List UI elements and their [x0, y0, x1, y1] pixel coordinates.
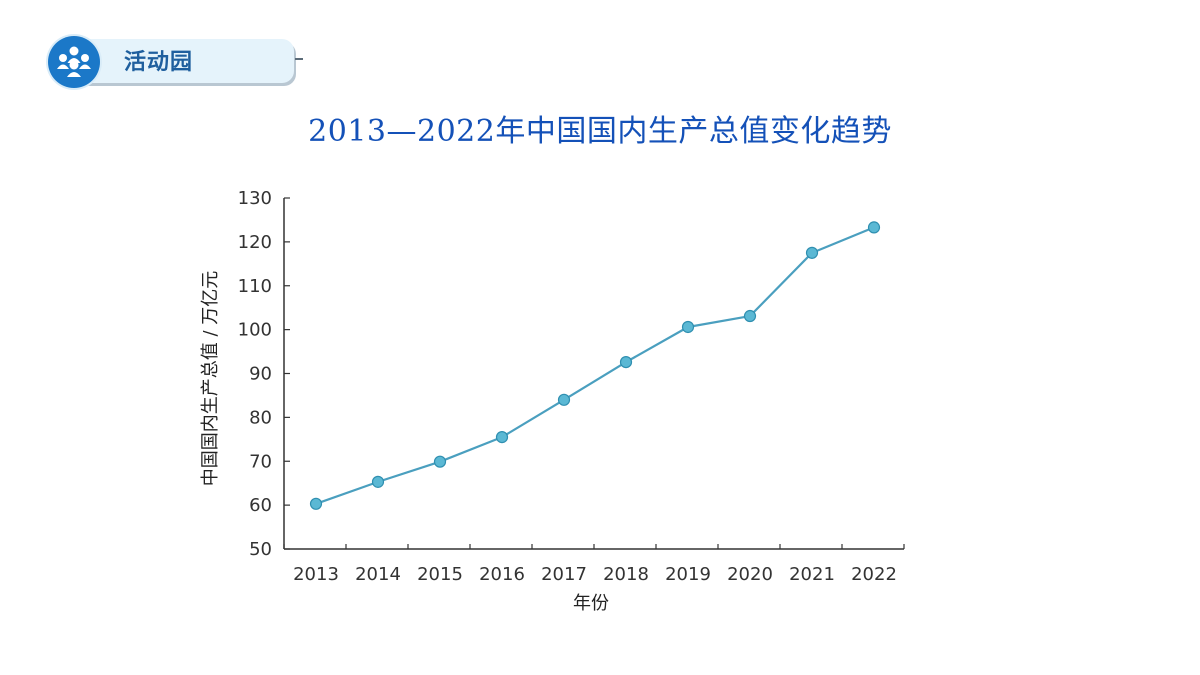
x-tick-label: 2013: [293, 564, 339, 585]
y-tick-label: 50: [249, 539, 272, 560]
activity-badge: 活动园: [48, 36, 303, 88]
x-tick-label: 2016: [479, 564, 525, 585]
data-point-2015: [433, 455, 447, 468]
x-tick-label: 2018: [603, 564, 649, 585]
badge-tab: [68, 39, 294, 83]
y-tick-label: 110: [238, 276, 272, 297]
data-point-2016: [495, 431, 509, 444]
data-point-2014: [371, 475, 385, 488]
series-line: [315, 226, 875, 505]
y-tick-label: 130: [238, 188, 272, 209]
x-axis-title: 年份: [573, 593, 609, 614]
x-tick-label: 2020: [727, 564, 773, 585]
y-tick-label: 70: [249, 451, 272, 472]
x-tick-label: 2017: [541, 564, 587, 585]
x-tick-label: 2021: [789, 564, 835, 585]
y-tick-label: 60: [249, 495, 272, 516]
people-group-icon: [48, 36, 100, 88]
y-tick-label: 120: [238, 232, 272, 253]
data-point-2017: [557, 393, 571, 406]
data-point-2013: [309, 497, 323, 510]
data-point-2022: [867, 221, 881, 234]
x-tick-label: 2014: [355, 564, 401, 585]
y-tick-label: 100: [238, 320, 272, 341]
x-tick-label: 2022: [851, 564, 897, 585]
gdp-line-chart: 50 60 70 80 90 100 110 120 130 2013 2014 2015 2016 20…: [200, 188, 905, 614]
data-point-2020: [743, 309, 757, 323]
data-point-2019: [681, 320, 695, 334]
badge-label: 活动园: [124, 50, 194, 75]
chart-title: 2013—2022年中国国内生产总值变化趋势: [308, 114, 892, 149]
y-axis-title: 中国国内生产总值 / 万亿元: [200, 271, 221, 487]
data-point-2021: [805, 246, 819, 259]
x-tick-label: 2019: [665, 564, 711, 585]
badge-tail: [295, 58, 303, 60]
y-tick-label: 90: [249, 364, 272, 385]
x-tick-label: 2015: [417, 564, 463, 585]
data-point-2018: [619, 355, 633, 369]
y-tick-label: 80: [249, 407, 272, 428]
